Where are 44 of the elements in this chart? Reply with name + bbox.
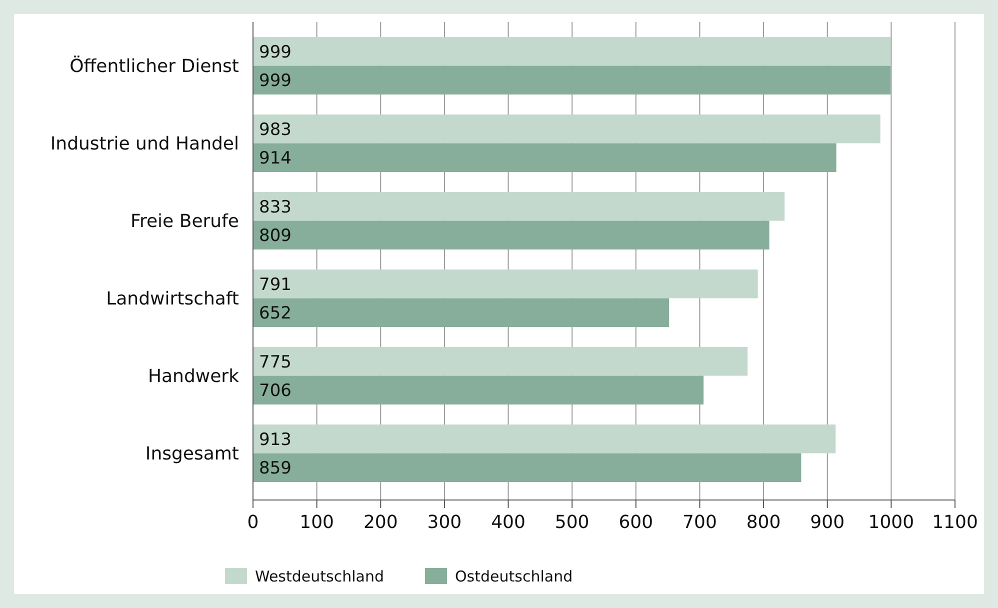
x-tick-label: 400 [491, 512, 526, 533]
x-tick-label: 1000 [868, 512, 914, 533]
x-tick-label: 900 [810, 512, 845, 533]
x-tick-label: 500 [554, 512, 590, 533]
x-tick-label: 300 [427, 512, 462, 533]
x-tick-label: 100 [300, 512, 334, 533]
legend-label: Westdeutschland [255, 567, 384, 586]
x-tick-label: 200 [363, 512, 398, 533]
legend-label: Ostdeutschland [455, 567, 573, 586]
x-tick-label: 700 [682, 512, 717, 533]
bar [253, 270, 758, 298]
x-tick-label: 800 [746, 512, 781, 533]
bar [253, 37, 891, 66]
bar [253, 347, 748, 376]
data-label: 999 [259, 42, 292, 62]
y-tick-label: Handwerk [148, 366, 240, 388]
bar [253, 192, 785, 221]
bar [253, 424, 836, 454]
data-label: 706 [259, 381, 292, 402]
data-label: 791 [259, 274, 292, 295]
data-label: 913 [259, 430, 292, 450]
data-label: 914 [259, 148, 292, 169]
y-tick-label: Öffentlicher Dienst [70, 55, 239, 78]
data-label: 809 [259, 226, 292, 246]
bar [253, 143, 836, 172]
x-tick-label: 600 [618, 512, 654, 533]
bar [253, 298, 670, 327]
y-tick-label: Freie Berufe [130, 211, 239, 232]
data-label: 859 [259, 458, 292, 479]
y-tick-label: Industrie und Handel [50, 134, 239, 155]
x-tick-label: 0 [247, 512, 259, 533]
y-tick-label: Insgesamt [145, 444, 239, 465]
bar [253, 376, 704, 404]
data-label: 999 [259, 71, 292, 92]
y-tick-label: Landwirtschaft [106, 288, 239, 310]
bar [253, 114, 880, 144]
x-tick-label: 1100 [932, 512, 978, 533]
data-label: 652 [259, 304, 292, 324]
data-label: 775 [259, 352, 292, 372]
data-label: 983 [259, 120, 292, 140]
bar [253, 453, 802, 482]
bar [253, 66, 891, 94]
data-label: 833 [259, 197, 292, 218]
bar [253, 220, 770, 250]
